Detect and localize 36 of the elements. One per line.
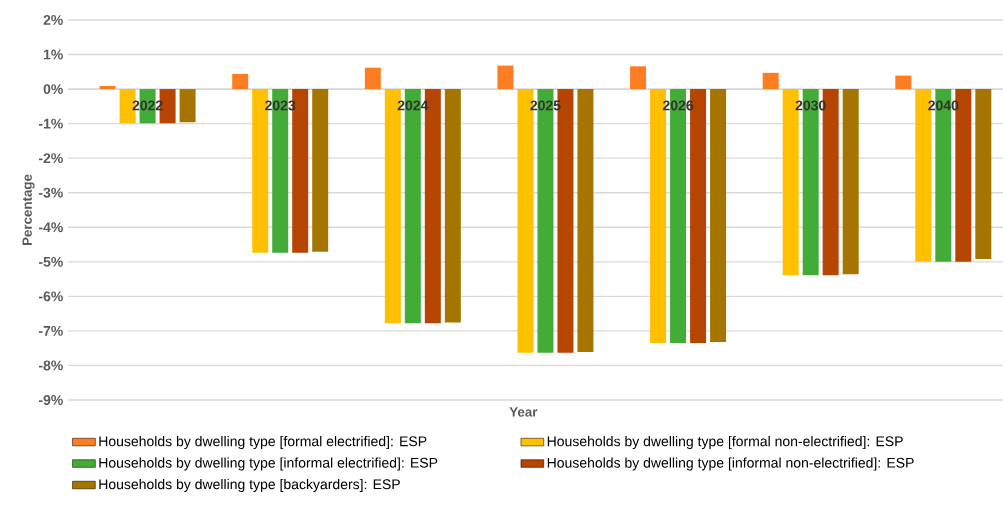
bar (577, 89, 594, 352)
y-tick-label: -1% (38, 118, 63, 129)
legend-label: Households by dwelling type [informal electrified]: ESP (99, 457, 438, 471)
y-tick-label: -7% (38, 325, 63, 336)
bar (710, 89, 727, 342)
y-tick-label: -5% (38, 256, 63, 267)
y-tick-label: -2% (38, 153, 63, 164)
bar (99, 85, 116, 90)
bar (312, 89, 329, 252)
y-tick-label: -9% (38, 395, 63, 405)
legend-label: Households by dwelling type [backyarders]: ESP (99, 478, 400, 492)
y-tick-label: 2% (43, 15, 63, 25)
bar (444, 89, 461, 323)
x-tick-label: 2024 (397, 100, 429, 111)
y-tick-label: 1% (43, 49, 63, 60)
x-axis-title: Year (509, 407, 538, 417)
bar (630, 66, 647, 90)
bar (842, 89, 859, 275)
bar (762, 72, 779, 90)
bar (364, 67, 381, 90)
bar (232, 73, 249, 90)
legend-label: Households by dwelling type [formal non-electrified]: ESP (547, 435, 903, 450)
y-tick-label: -8% (38, 360, 63, 371)
x-tick-label: 2025 (530, 100, 561, 111)
y-tick-label: 0% (43, 84, 63, 95)
y-tick-label: -4% (38, 222, 63, 233)
y-axis-title: Percentage (22, 174, 35, 246)
bar (895, 75, 912, 90)
bar (497, 65, 514, 90)
legend-label: Households by dwelling type [formal electrified]: ESP (99, 435, 427, 450)
x-tick-label: 2022 (132, 100, 163, 111)
bar (975, 89, 992, 260)
y-tick-label: -6% (38, 291, 63, 302)
bar (179, 89, 196, 123)
y-tick-label: -3% (38, 187, 63, 198)
legend-label: Households by dwelling type [informal non-electrified]: ESP (547, 457, 914, 471)
